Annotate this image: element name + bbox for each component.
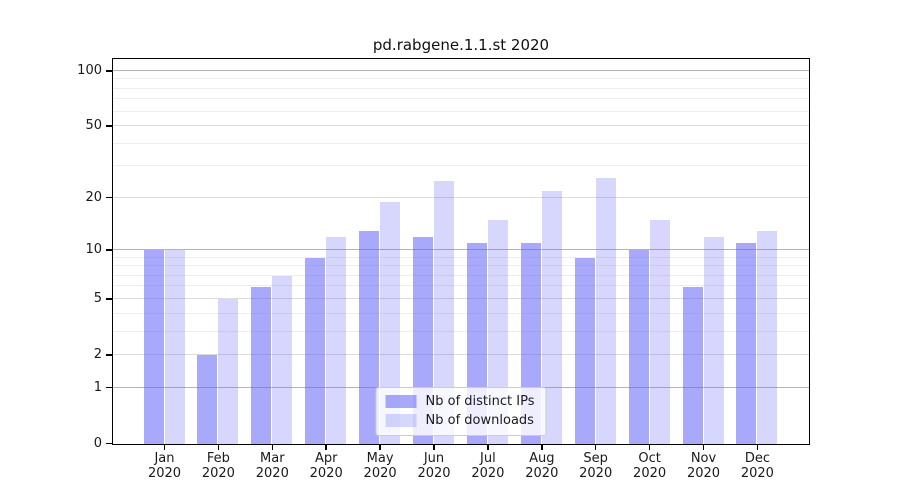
bar-distinct-ips xyxy=(143,250,164,444)
legend-item-distinct-ips: Nb of distinct IPs xyxy=(385,394,535,409)
x-tick-label-jan: Jan 2020 xyxy=(147,451,182,481)
gridline-20 xyxy=(113,196,809,198)
y-tick-label-2: 2 xyxy=(93,346,102,362)
x-tick-mark-oct xyxy=(648,445,651,450)
y-tick-label-50: 50 xyxy=(85,118,102,134)
gridline-10 xyxy=(113,248,809,250)
x-tick-label-jul: Jul 2020 xyxy=(471,451,505,481)
y-tick-label-0: 0 xyxy=(93,435,102,451)
gridline-90 xyxy=(113,78,809,80)
y-tick-mark-100 xyxy=(106,70,112,72)
x-tick-mark-aug xyxy=(541,445,543,450)
bar-downloads xyxy=(272,276,293,444)
y-tick-mark-2 xyxy=(106,354,112,356)
bar-downloads xyxy=(164,250,185,444)
x-tick-mark-jul xyxy=(487,445,489,450)
plot-area: Nb of distinct IPs Nb of downloads xyxy=(112,58,810,445)
y-tick-mark-5 xyxy=(106,298,112,300)
x-tick-mark-jan xyxy=(163,445,166,450)
x-tick-label-mar: Mar 2020 xyxy=(255,451,289,481)
x-tick-label-aug: Aug 2020 xyxy=(525,451,559,481)
x-tick-mark-mar xyxy=(271,445,274,450)
x-tick-label-jun: Jun 2020 xyxy=(417,451,451,481)
bar-distinct-ips xyxy=(305,258,326,444)
bar-distinct-ips xyxy=(251,286,272,444)
bar-downloads xyxy=(326,237,347,444)
legend-label-distinct-ips: Nb of distinct IPs xyxy=(425,394,535,409)
x-tick-label-apr: Apr 2020 xyxy=(309,451,343,481)
gridline-6 xyxy=(113,285,809,287)
x-tick-mark-jun xyxy=(433,445,435,450)
bar-downloads xyxy=(649,220,670,444)
gridline-50 xyxy=(113,125,809,127)
gridline-60 xyxy=(113,110,809,112)
x-tick-mark-feb xyxy=(217,445,220,450)
gridline-100 xyxy=(113,69,809,71)
y-tick-label-20: 20 xyxy=(85,189,102,205)
x-tick-label-oct: Oct 2020 xyxy=(633,451,667,481)
y-tick-label-10: 10 xyxy=(85,241,102,257)
legend: Nb of distinct IPs Nb of downloads xyxy=(375,387,547,436)
bar-downloads xyxy=(757,231,778,444)
legend-item-downloads: Nb of downloads xyxy=(385,413,535,428)
gridline-5 xyxy=(113,297,809,299)
bar-downloads xyxy=(595,178,616,444)
legend-swatch-downloads xyxy=(385,414,417,427)
gridline-3 xyxy=(113,330,809,332)
y-tick-mark-1 xyxy=(106,386,112,389)
bar-downloads xyxy=(434,181,454,444)
y-tick-mark-20 xyxy=(106,196,112,199)
x-tick-mark-nov xyxy=(702,445,705,450)
legend-swatch-distinct-ips xyxy=(385,395,417,408)
bar-distinct-ips xyxy=(359,231,380,444)
x-tick-label-nov: Nov 2020 xyxy=(686,451,721,481)
y-tick-mark-50 xyxy=(106,125,112,127)
gridline-4 xyxy=(113,312,809,314)
y-tick-label-1: 1 xyxy=(93,379,102,395)
gridline-80 xyxy=(113,87,809,89)
bar-downloads xyxy=(703,237,724,444)
y-tick-mark-0 xyxy=(106,442,112,445)
legend-label-downloads: Nb of downloads xyxy=(425,413,534,428)
gridline-9 xyxy=(113,256,809,258)
y-tick-label-5: 5 xyxy=(93,290,102,306)
x-tick-label-feb: Feb 2020 xyxy=(201,451,235,481)
bar-distinct-ips xyxy=(197,355,218,444)
bar-downloads xyxy=(541,190,562,444)
y-tick-label-100: 100 xyxy=(77,62,102,78)
x-tick-label-sep: Sep 2020 xyxy=(579,451,613,481)
bar-distinct-ips xyxy=(682,286,703,444)
x-tick-mark-apr xyxy=(325,445,327,450)
x-tick-mark-may xyxy=(379,445,381,450)
chart-title: pd.rabgene.1.1.st 2020 xyxy=(372,36,550,54)
gridline-8 xyxy=(113,265,809,267)
gridline-70 xyxy=(113,98,809,100)
bar-downloads xyxy=(218,299,239,444)
bar-distinct-ips xyxy=(736,243,757,444)
gridline-7 xyxy=(113,274,809,276)
y-tick-mark-10 xyxy=(106,249,112,251)
x-tick-label-dec: Dec 2020 xyxy=(740,451,774,481)
gridline-2 xyxy=(113,353,809,355)
x-tick-label-may: May 2020 xyxy=(363,451,397,481)
gridline-40 xyxy=(113,142,809,144)
bar-distinct-ips xyxy=(574,258,595,444)
bar-distinct-ips xyxy=(628,250,649,444)
gridline-30 xyxy=(113,165,809,167)
x-tick-mark-sep xyxy=(594,445,597,450)
bar-downloads xyxy=(380,202,401,444)
x-tick-mark-dec xyxy=(756,445,759,450)
